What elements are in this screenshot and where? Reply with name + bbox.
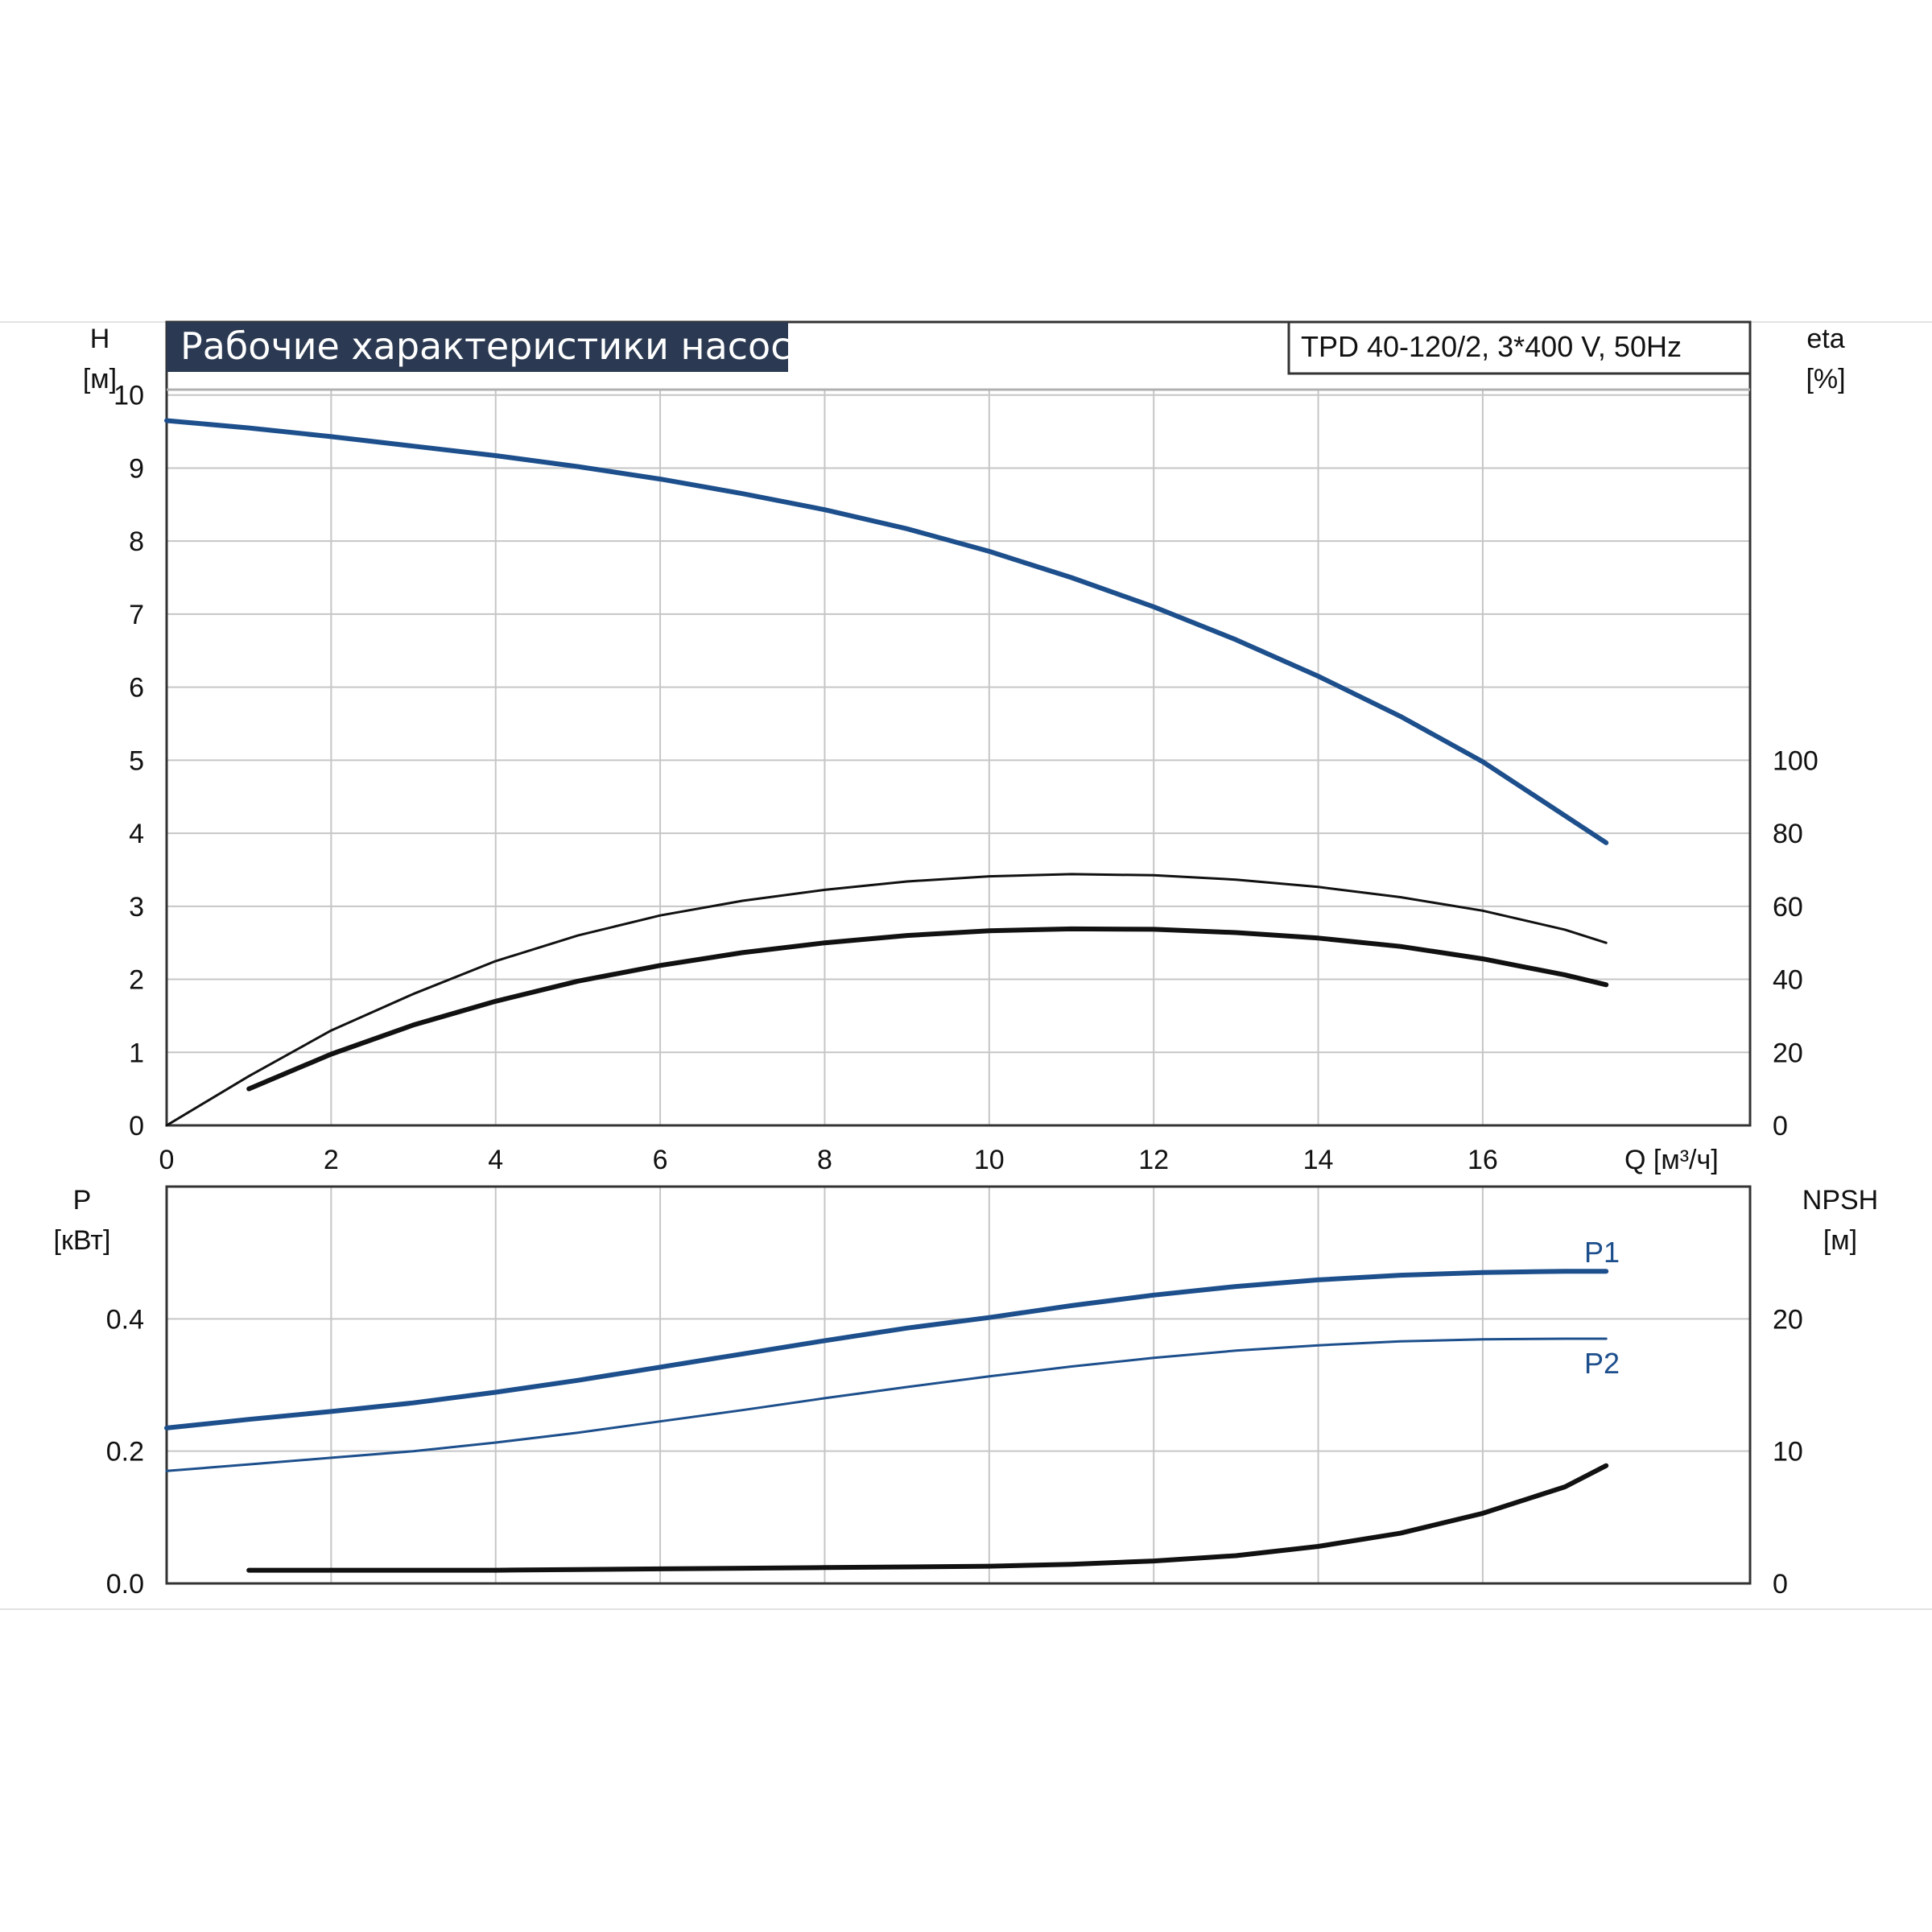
lower-series	[164, 1269, 1609, 1573]
upper-series	[164, 418, 1609, 1127]
p1-curve	[164, 1269, 1609, 1430]
y-left-tick-label: 5	[129, 745, 144, 776]
lower-grid	[167, 1187, 1750, 1583]
chart-title: Рабочие характеристики насоса	[180, 324, 814, 368]
p2-curve-label: P2	[1584, 1347, 1620, 1380]
upper-curve-2	[165, 873, 1608, 1127]
y-left-tick-label: 0.2	[106, 1437, 144, 1468]
model-label: TPD 40-120/2, 3*400 V, 50Hz	[1301, 330, 1682, 363]
upper-plot-frame	[165, 320, 1752, 1127]
y-right-tick-label: 20	[1773, 1304, 1803, 1335]
x-tick-label: 4	[488, 1145, 503, 1175]
y-left-tick-label: 8	[129, 526, 144, 557]
model-box	[1287, 320, 1752, 375]
p1-curve-label: P1	[1584, 1236, 1620, 1269]
npsh-right-label-name: NPSH	[1802, 1185, 1878, 1216]
y-right-tick-label: 100	[1773, 745, 1818, 776]
y-left-tick-label: 7	[129, 600, 144, 630]
y-right-tick-label: 80	[1773, 819, 1803, 849]
y-right-tick-label: 10	[1773, 1437, 1803, 1468]
x-tick-label: 14	[1303, 1145, 1334, 1175]
y-left-tick-label: 0	[129, 1111, 144, 1141]
y-left-tick-label: 6	[129, 673, 144, 704]
y-right-tick-label: 20	[1773, 1038, 1803, 1068]
y-left-tick-label: 9	[129, 453, 144, 484]
y-left-tick-label: 10	[114, 381, 144, 411]
p2-curve	[165, 1337, 1608, 1472]
x-tick-label: 10	[974, 1145, 1005, 1175]
x-tick-label: 16	[1468, 1145, 1498, 1175]
y-right-tick-label: 60	[1773, 892, 1803, 923]
x-axis-label: Q [м³/ч]	[1624, 1145, 1719, 1175]
y-left-tick-label: 4	[129, 819, 144, 849]
lower-plot: 0.0 0.2 0.4 0 10 20 P1 P2 P [кВт] NPSH [м]	[54, 1185, 1879, 1600]
x-tick-label: 0	[159, 1145, 175, 1175]
y-left-label-unit: [м]	[83, 364, 117, 394]
y-left-tick-label: 0.0	[106, 1569, 144, 1600]
upper-curve-3	[246, 926, 1609, 1092]
y-right-tick-label: 0	[1773, 1111, 1788, 1141]
x-tick-label: 12	[1138, 1145, 1169, 1175]
lower-curve-3	[246, 1463, 1609, 1573]
y-left-tick-label: 1	[129, 1038, 144, 1068]
y-right-label-name: eta	[1806, 324, 1844, 354]
p-left-label-unit: [кВт]	[54, 1225, 111, 1256]
y-left-tick-label: 3	[129, 892, 144, 923]
y-right-label-unit: [%]	[1806, 364, 1845, 394]
y-right-tick-label: 0	[1773, 1569, 1788, 1600]
x-tick-label: 6	[653, 1145, 668, 1175]
lower-plot-frame	[165, 1185, 1752, 1585]
y-right-tick-label: 40	[1773, 965, 1803, 996]
upper-grid	[167, 390, 1750, 1125]
title-box	[167, 322, 788, 372]
upper-curve-1	[164, 418, 1609, 845]
p-left-label-name: P	[73, 1185, 92, 1216]
x-tick-label: 8	[817, 1145, 832, 1175]
npsh-right-label-unit: [м]	[1823, 1225, 1857, 1256]
lower-ticks: 0.0 0.2 0.4 0 10 20	[106, 1304, 1803, 1600]
y-left-label-name: H	[90, 324, 110, 354]
x-tick-label: 2	[324, 1145, 339, 1175]
y-left-tick-label: 2	[129, 965, 144, 996]
y-left-tick-label: 0.4	[106, 1304, 144, 1335]
